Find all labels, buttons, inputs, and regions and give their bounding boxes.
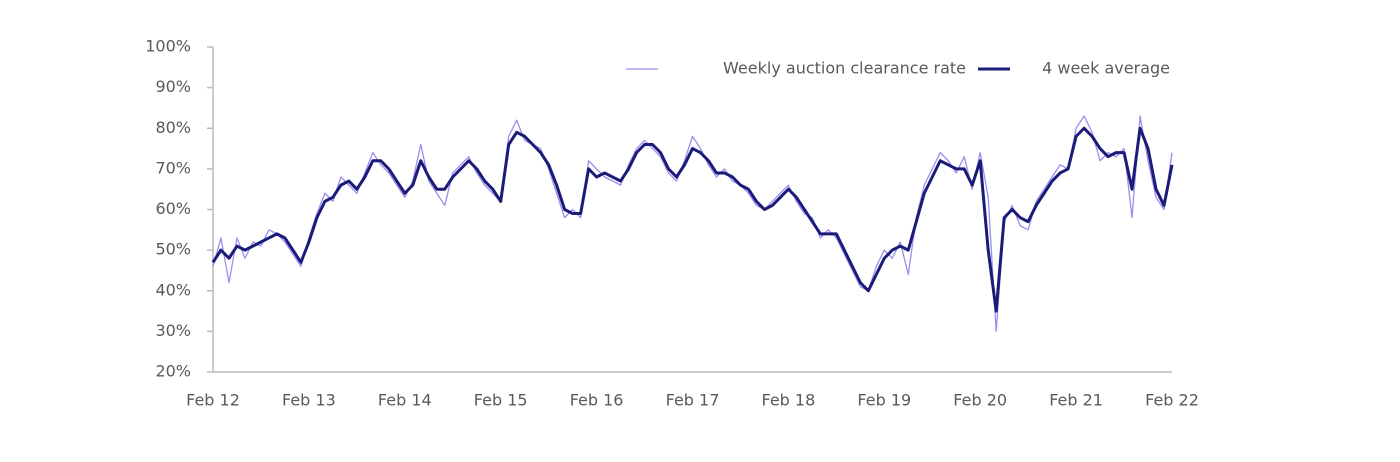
x-tick-label: Feb 21 xyxy=(1049,391,1103,410)
x-tick-label: Feb 20 xyxy=(953,391,1007,410)
x-tick-label: Feb 14 xyxy=(378,391,432,410)
x-tick-label: Feb 18 xyxy=(762,391,816,410)
x-tick-label: Feb 22 xyxy=(1145,391,1199,410)
y-tick-label: 50% xyxy=(155,240,191,259)
x-tick-label: Feb 16 xyxy=(570,391,624,410)
series-line xyxy=(212,115,1173,333)
y-tick-label: 30% xyxy=(155,321,191,340)
series-line xyxy=(211,126,1174,313)
y-tick-label: 100% xyxy=(145,37,191,56)
x-tick-label: Feb 17 xyxy=(666,391,720,410)
y-tick-label: 80% xyxy=(155,118,191,137)
y-tick-label: 40% xyxy=(155,280,191,299)
x-tick-label: Feb 12 xyxy=(186,391,240,410)
y-tick-label: 70% xyxy=(155,158,191,177)
y-tick-label: 90% xyxy=(155,77,191,96)
x-tick-label: Feb 15 xyxy=(474,391,528,410)
legend-label: 4 week average xyxy=(1042,59,1170,78)
legend-label: Weekly auction clearance rate xyxy=(723,59,966,78)
x-tick-label: Feb 13 xyxy=(282,391,336,410)
y-tick-label: 60% xyxy=(155,199,191,218)
y-tick-label: 20% xyxy=(155,362,191,381)
x-tick-label: Feb 19 xyxy=(857,391,911,410)
